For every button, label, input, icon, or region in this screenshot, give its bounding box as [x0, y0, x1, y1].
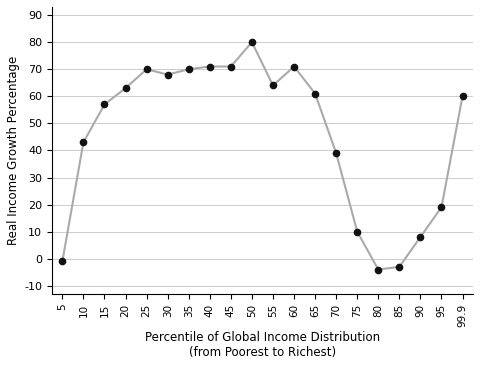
Y-axis label: Real Income Growth Percentage: Real Income Growth Percentage	[7, 56, 20, 245]
X-axis label: Percentile of Global Income Distribution
(from Poorest to Richest): Percentile of Global Income Distribution…	[145, 331, 380, 359]
